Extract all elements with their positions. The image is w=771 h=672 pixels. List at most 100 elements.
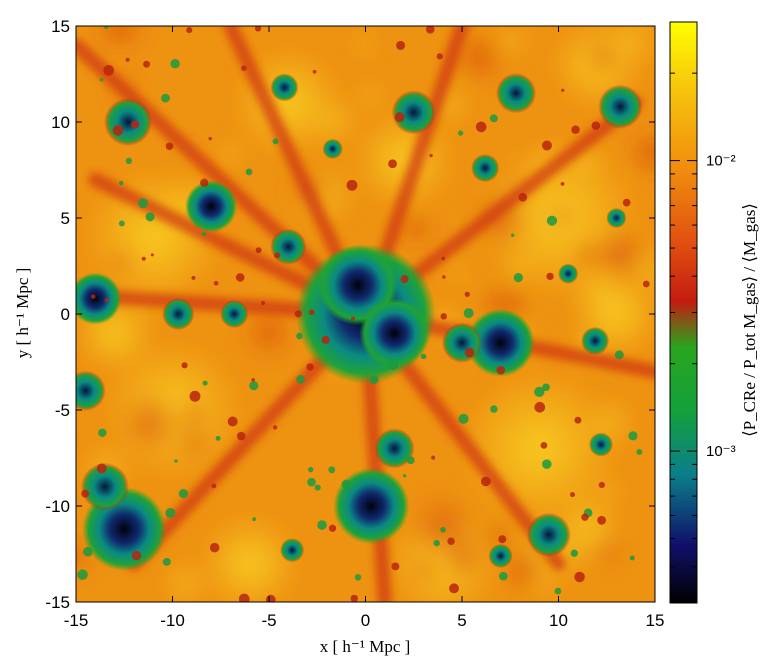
texture-patch (411, 555, 442, 586)
small-halo (449, 583, 459, 594)
small-halo (213, 280, 219, 286)
small-halo (150, 253, 154, 257)
texture-patch (602, 26, 655, 70)
small-halo (312, 69, 317, 74)
texture-patch (493, 26, 529, 59)
small-halo (186, 27, 193, 34)
halo (471, 154, 500, 183)
x-tick-label: 10 (549, 611, 568, 630)
small-halo (165, 142, 174, 151)
small-halo (245, 168, 253, 176)
x-tick-label: 0 (361, 611, 370, 630)
x-tick-label: 5 (457, 611, 466, 630)
small-halo (321, 335, 330, 344)
x-tick-label: -5 (261, 611, 276, 630)
halo (496, 73, 537, 114)
texture-patch (160, 559, 210, 602)
small-halo (170, 58, 180, 69)
small-halo (436, 53, 443, 60)
halo (442, 322, 482, 363)
small-halo (208, 136, 212, 141)
small-halo (636, 448, 643, 455)
texture-patch (502, 251, 536, 284)
heatmap-plot-area (76, 26, 655, 602)
small-halo (90, 294, 96, 299)
small-halo (540, 442, 548, 449)
small-halo (458, 413, 469, 424)
small-halo (561, 88, 565, 92)
small-halo (314, 484, 321, 491)
small-halo (571, 125, 580, 135)
small-halo (317, 520, 327, 530)
small-halo (534, 401, 546, 413)
small-halo (628, 431, 638, 441)
colorbar-tick-label: 10⁻² (706, 153, 736, 170)
small-halo (350, 594, 359, 602)
small-halo (426, 26, 435, 34)
small-halo (406, 456, 415, 465)
small-halo (178, 489, 189, 499)
small-halo (490, 405, 498, 413)
small-halo (402, 474, 407, 478)
small-halo (475, 121, 487, 133)
small-halo (104, 26, 109, 29)
small-halo (546, 272, 554, 281)
small-halo (191, 275, 196, 280)
small-halo (489, 114, 498, 123)
small-halo (387, 359, 399, 371)
x-axis-label: x [ h⁻¹ Mpc ] (320, 637, 411, 656)
small-halo (441, 256, 446, 261)
halo (488, 543, 513, 568)
small-halo (130, 120, 140, 129)
halo (598, 84, 643, 129)
y-tick-label: 5 (61, 209, 70, 228)
small-halo (238, 593, 250, 602)
small-halo (202, 232, 207, 237)
small-halo (570, 492, 576, 498)
small-halo (81, 489, 90, 498)
colorbar: 10⁻² 10⁻³ ⟨P_CRe / P_tot M_gas⟩ / ⟨M_gas⟩ (669, 21, 759, 604)
halo (76, 370, 106, 411)
y-tick-label: 10 (51, 113, 70, 132)
small-halo (598, 481, 605, 489)
small-halo (429, 153, 433, 158)
small-halo (202, 380, 208, 386)
small-halo (464, 291, 470, 297)
small-halo (464, 347, 475, 358)
small-halo (104, 298, 109, 303)
halo (581, 326, 610, 355)
y-tick-label: -5 (55, 401, 70, 420)
small-halo (542, 383, 550, 392)
small-halo (236, 431, 246, 441)
small-halo (354, 574, 362, 581)
small-halo (265, 594, 276, 602)
small-halo (629, 555, 635, 561)
small-halo (174, 459, 178, 463)
small-halo (96, 463, 107, 474)
small-halo (249, 381, 259, 391)
small-halo (272, 425, 278, 430)
small-halo (141, 256, 146, 261)
halo (270, 73, 299, 102)
small-halo (346, 179, 358, 191)
small-halo (112, 125, 124, 136)
small-halo (447, 537, 455, 545)
texture-patch (177, 398, 210, 431)
small-halo (552, 549, 556, 553)
halo (374, 428, 415, 469)
texture-patch (176, 425, 211, 460)
small-halo (307, 477, 316, 487)
small-halo (131, 550, 142, 561)
texture-patch (243, 306, 294, 358)
small-halo (77, 569, 88, 580)
small-halo (518, 192, 528, 202)
halo (466, 308, 535, 377)
small-halo (125, 57, 130, 62)
texture-patch (627, 126, 655, 179)
small-halo (328, 524, 337, 532)
x-axis: -15 -10 -5 0 5 10 15 (64, 26, 664, 630)
small-halo (570, 549, 579, 557)
small-halo (542, 140, 552, 151)
small-halo (165, 507, 176, 518)
small-halo (227, 416, 238, 427)
